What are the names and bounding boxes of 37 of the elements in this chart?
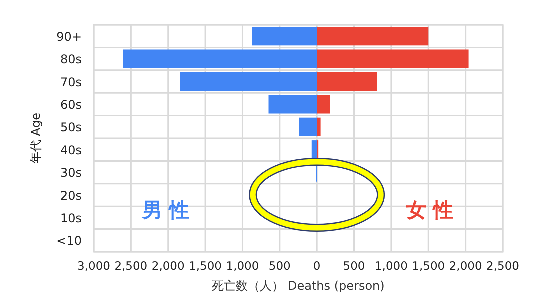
text: 男 性	[142, 198, 190, 222]
y-tick-label: 60s	[60, 98, 82, 112]
y-tick-label: 80s	[60, 52, 82, 67]
bar	[299, 118, 318, 136]
y-tick-label: 90+	[56, 30, 82, 44]
x-tick-label: 0	[313, 259, 321, 273]
bar	[268, 95, 318, 114]
x-tick-label: 500	[268, 259, 291, 273]
x-tick-label: 2,500	[114, 259, 148, 273]
x-tick-label: 2,500	[486, 259, 520, 273]
text: 女 性	[406, 198, 454, 222]
y-tick-label: 30s	[60, 166, 82, 180]
x-tick-label: 1,500	[189, 259, 222, 273]
x-tick-label: 500	[343, 259, 366, 273]
bar	[252, 27, 318, 46]
bar	[317, 72, 378, 92]
y-tick-label: 70s	[60, 75, 82, 90]
x-axis-title: 死亡数（人） Deaths (person)	[212, 279, 385, 293]
y-tick-label: 40s	[60, 143, 82, 158]
bar	[317, 118, 321, 136]
y-axis-title: 年代 Age	[29, 112, 43, 164]
bar	[317, 27, 429, 46]
bar	[123, 50, 318, 68]
x-tick-label: 3,000	[78, 259, 110, 273]
x-tick-label: 1,000	[226, 259, 260, 273]
y-tick-label: 50s	[60, 120, 82, 135]
y-tick-label: 20s	[60, 188, 82, 203]
x-tick-label: 1,000	[374, 259, 408, 273]
bar	[312, 140, 318, 160]
x-tick-label: 2,000	[449, 259, 482, 273]
bar	[317, 95, 330, 114]
y-tick-label: <10	[56, 234, 82, 248]
bar	[180, 72, 318, 92]
x-tick-label: 1,500	[412, 259, 446, 273]
y-tick-label: 10s	[60, 211, 82, 226]
bar	[317, 50, 469, 68]
x-tick-label: 2,000	[152, 259, 185, 273]
